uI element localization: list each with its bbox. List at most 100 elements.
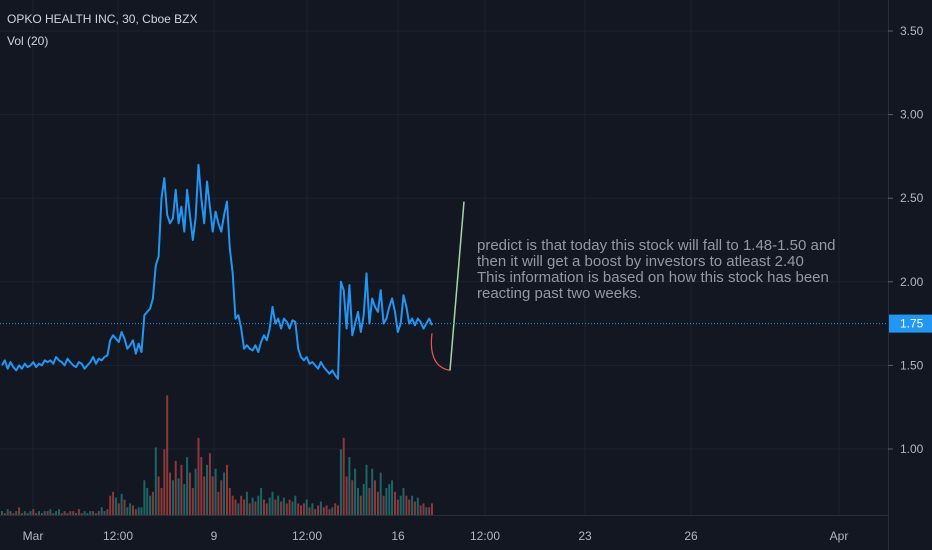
volume-bar (58, 509, 60, 515)
volume-bar (72, 511, 75, 515)
volume-bar (46, 511, 49, 515)
volume-bar (265, 503, 268, 515)
volume-bar (29, 511, 32, 515)
volume-bar (86, 513, 89, 515)
volume-legend[interactable]: Vol (20) (7, 34, 49, 48)
volume-bar (288, 499, 291, 515)
volume-bar (317, 505, 320, 516)
volume-bar (38, 511, 40, 515)
volume-bar (23, 511, 26, 515)
volume-bar (411, 495, 414, 515)
volume-bar (151, 491, 154, 515)
volume-bar (183, 484, 186, 515)
last-price-tag (889, 314, 932, 333)
volume-bar (337, 505, 339, 516)
volume-bar (385, 488, 388, 515)
volume-bar (305, 499, 308, 515)
volume-bar (203, 476, 206, 515)
volume-bar (66, 513, 69, 515)
volume-bar (191, 488, 194, 515)
volume-bar (80, 513, 83, 515)
volume-bar (40, 513, 43, 515)
volume-bar (234, 499, 237, 515)
volume-bar (154, 447, 157, 515)
volume-bar (95, 513, 97, 515)
volume-bar (245, 491, 248, 515)
volume-bar (294, 495, 297, 515)
volume-bar (92, 511, 95, 515)
volume-bar (254, 501, 257, 515)
volume-bar (134, 509, 137, 515)
forecast-drop-line (430, 333, 451, 372)
volume-bar (166, 395, 169, 515)
volume-bar (211, 476, 214, 515)
volume-bar (419, 505, 422, 516)
volume-bar (171, 480, 174, 515)
volume-bar (277, 495, 280, 515)
prediction-note[interactable]: predict is that today this stock will fa… (477, 238, 887, 302)
price-tick-label: 2.50 (900, 191, 924, 205)
last-price-label: 1.75 (900, 317, 924, 331)
volume-bar (49, 509, 52, 515)
volume-bar (314, 509, 317, 515)
volume-bar (365, 464, 368, 515)
volume-bar (263, 499, 265, 515)
volume-bar (354, 468, 357, 515)
price-tick-label: 2.00 (900, 275, 924, 289)
volume-bar (251, 497, 254, 515)
time-tick-label: Mar (23, 529, 44, 543)
volume-bar (223, 472, 226, 515)
volume-bar (129, 503, 132, 515)
volume-bar (217, 491, 220, 515)
volume-bar (18, 507, 21, 515)
volume-bar (226, 464, 228, 515)
volume-bar (339, 449, 342, 515)
volume-bar (180, 464, 183, 515)
volume-bar (231, 495, 234, 515)
volume-bar (20, 513, 23, 515)
volume-bar (237, 503, 240, 515)
symbol-legend[interactable]: OPKO HEALTH INC, 30, Cboe BZX (7, 12, 198, 26)
volume-bar (174, 461, 177, 515)
volume-bar (382, 495, 385, 515)
volume-bar (220, 480, 223, 515)
price-series-line (1, 163, 433, 380)
volume-bar (274, 499, 277, 515)
volume-bar (197, 437, 200, 515)
volume-bar (413, 501, 416, 515)
note-line: reacting past two weeks. (477, 285, 642, 302)
volume-bar (371, 468, 374, 515)
volume-bar (26, 513, 29, 515)
volume-bar (89, 511, 92, 515)
volume-bar (163, 449, 166, 515)
volume-bar (160, 488, 163, 515)
volume-bar (257, 495, 260, 515)
volume-bar (157, 476, 160, 515)
volume-bar (362, 484, 365, 515)
volume-bar (52, 513, 55, 515)
volume-bar (100, 507, 103, 515)
volume-bar (260, 488, 263, 515)
volume-bar (376, 491, 379, 515)
volume-bar (60, 513, 63, 515)
volume-bar (3, 513, 6, 515)
volume-bar (394, 491, 396, 515)
volume-bar (243, 499, 246, 515)
volume-bar (143, 480, 146, 515)
price-tick-label: 3.50 (900, 24, 924, 38)
volume-bar (331, 507, 334, 515)
volume-bar (431, 503, 433, 515)
volume-bar (6, 509, 9, 515)
volume-bar (425, 507, 428, 515)
volume-bar (9, 511, 12, 515)
volume-bar (123, 499, 126, 515)
volume-bar (1, 511, 3, 515)
time-tick-label: 23 (578, 529, 592, 543)
volume-bar (43, 511, 46, 515)
volume-bar (69, 511, 72, 515)
volume-bar (186, 457, 189, 515)
price-tick-label: 3.00 (900, 108, 924, 122)
note-line: then it will get a boost by investors to… (477, 253, 804, 270)
volume-bar (357, 488, 359, 515)
